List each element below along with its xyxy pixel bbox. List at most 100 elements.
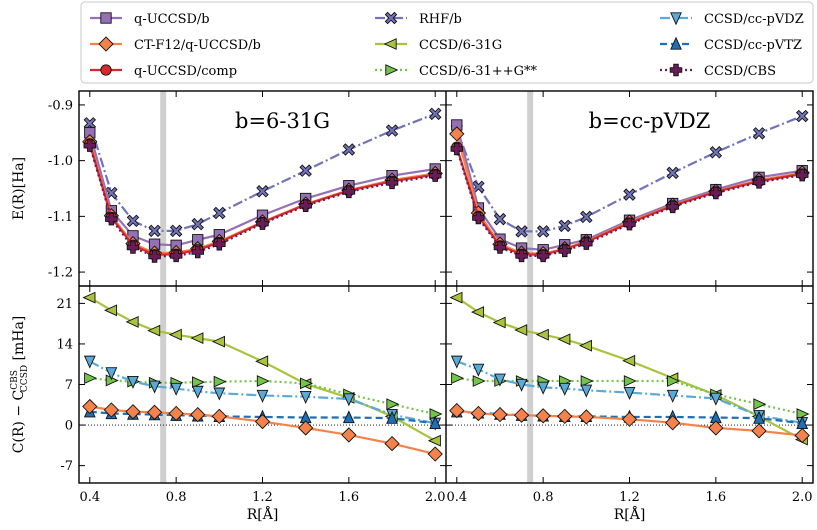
data-point-ctz bbox=[429, 415, 442, 429]
data-point-ctf12 bbox=[751, 423, 767, 439]
legend-item-quccomp: q-UCCSD/comp bbox=[90, 64, 237, 79]
legend-item-rhf: RHF/b bbox=[375, 11, 462, 27]
legend-item-qucc: q-UCCSD/b bbox=[90, 12, 210, 27]
y-tick-label: 14 bbox=[56, 337, 73, 352]
y-axis-label-energy: E(R)[Ha] bbox=[11, 157, 27, 220]
data-point-c631 bbox=[168, 328, 182, 341]
data-point-ctf12 bbox=[82, 398, 98, 415]
legend-label-qucc: q-UCCSD/b bbox=[134, 12, 210, 27]
data-point-ctf12 bbox=[492, 406, 508, 423]
series-cbs bbox=[83, 139, 442, 263]
data-point-c631pp bbox=[192, 376, 206, 389]
data-point-cdz bbox=[623, 386, 636, 400]
data-point-c631pp bbox=[796, 408, 810, 420]
data-point-c631 bbox=[557, 333, 571, 346]
panel-title: b=6-31G bbox=[235, 109, 330, 133]
x-tick-label: 1.2 bbox=[252, 490, 273, 505]
data-point-ctf12 bbox=[384, 435, 400, 452]
equilibrium-band bbox=[527, 91, 534, 286]
legend-marker-qucc bbox=[100, 12, 112, 24]
series-rhf bbox=[83, 107, 442, 238]
series-line-cbs bbox=[88, 145, 436, 258]
data-point-c631 bbox=[449, 291, 463, 304]
data-point-rhf bbox=[515, 225, 528, 238]
data-point-cdz bbox=[537, 381, 550, 395]
legend-marker-ctf12 bbox=[98, 36, 114, 52]
data-point-cbs bbox=[493, 241, 507, 254]
series-cdz bbox=[83, 355, 442, 431]
y-axis-label-unit: [mHa] bbox=[11, 316, 27, 365]
data-point-c631 bbox=[535, 328, 549, 341]
data-point-cdz bbox=[515, 378, 528, 392]
legend-label-cdz: CCSD/cc-pVDZ bbox=[704, 12, 804, 27]
data-point-cbs bbox=[666, 200, 679, 214]
y-tick-label: 21 bbox=[56, 297, 73, 312]
data-point-rhf bbox=[428, 107, 442, 121]
data-point-cdz bbox=[666, 389, 679, 403]
data-point-ctf12 bbox=[449, 402, 465, 419]
data-point-cdz bbox=[170, 382, 183, 396]
data-point-cbs bbox=[450, 142, 464, 156]
data-point-c631pp bbox=[386, 398, 400, 411]
data-point-cbs bbox=[342, 185, 356, 199]
legend-marker-quccomp bbox=[100, 64, 112, 76]
data-point-ctf12 bbox=[125, 404, 141, 420]
legend-marker-c631 bbox=[383, 38, 397, 50]
series-line-ctf12 bbox=[88, 141, 436, 255]
data-point-rhf bbox=[752, 127, 766, 140]
y-tick-label: -0.9 bbox=[48, 98, 73, 113]
x-tick-label: 1.2 bbox=[619, 490, 640, 505]
data-point-ctf12 bbox=[578, 409, 594, 425]
data-point-c631 bbox=[104, 304, 118, 317]
data-point-c631 bbox=[578, 339, 592, 352]
data-point-rhf bbox=[213, 206, 226, 220]
y-tick-label: -1.0 bbox=[48, 154, 73, 169]
series-line-quccomp bbox=[88, 143, 436, 256]
correction-plot bbox=[449, 291, 810, 446]
data-point-cdz bbox=[558, 382, 571, 396]
x-tick-label: 1.6 bbox=[706, 490, 727, 505]
data-point-cbs bbox=[558, 244, 571, 258]
data-point-c631 bbox=[147, 324, 161, 337]
legend-marker-rhf bbox=[384, 11, 398, 25]
y-tick-label: -1.1 bbox=[48, 210, 73, 225]
data-point-rhf bbox=[666, 166, 679, 180]
data-point-cbs bbox=[580, 237, 593, 250]
data-point-cbs bbox=[752, 176, 766, 189]
legend-label-c631pp: CCSD/6-31++G** bbox=[419, 64, 537, 79]
data-point-rhf bbox=[342, 143, 356, 156]
data-point-cbs bbox=[148, 250, 161, 263]
data-point-rhf bbox=[536, 225, 550, 238]
legend-marker-cbs bbox=[669, 63, 683, 77]
data-point-cbs bbox=[472, 211, 485, 225]
x-axis-label: R[Å] bbox=[614, 505, 646, 523]
data-point-c631pp bbox=[472, 375, 486, 387]
data-point-c631pp bbox=[256, 375, 270, 387]
data-point-c631pp bbox=[84, 372, 98, 385]
legend-item-cbs: CCSD/CBS bbox=[660, 63, 776, 79]
data-point-rhf bbox=[795, 109, 809, 123]
series-line-rhf bbox=[88, 112, 436, 232]
data-point-ctf12 bbox=[449, 126, 465, 142]
data-point-rhf bbox=[126, 214, 140, 228]
data-point-cbs bbox=[515, 249, 528, 263]
data-point-cbs bbox=[385, 176, 399, 190]
data-point-cdz bbox=[494, 373, 506, 387]
legend-label-rhf: RHF/b bbox=[419, 12, 462, 27]
data-point-ctf12 bbox=[168, 405, 184, 422]
data-point-c631pp bbox=[300, 377, 314, 390]
data-point-cbs bbox=[256, 217, 269, 230]
series-cdz bbox=[450, 355, 809, 431]
legend-item-ctz: CCSD/cc-pVTZ bbox=[660, 36, 802, 53]
series-line-qucc bbox=[455, 124, 803, 251]
data-point-c631 bbox=[492, 316, 506, 329]
data-point-rhf bbox=[191, 217, 204, 231]
y-tick-label: -1.2 bbox=[48, 266, 73, 281]
data-point-rhf bbox=[299, 164, 312, 177]
legend: q-UCCSD/b CT-F12/q-UCCSD/b q-UCCSD/comp RHF… bbox=[80, 1, 814, 84]
series-line-c631 bbox=[456, 296, 803, 441]
equilibrium-band bbox=[160, 91, 167, 286]
data-point-rhf bbox=[148, 224, 161, 238]
data-point-c631 bbox=[255, 355, 269, 368]
data-point-c631 bbox=[471, 306, 485, 318]
